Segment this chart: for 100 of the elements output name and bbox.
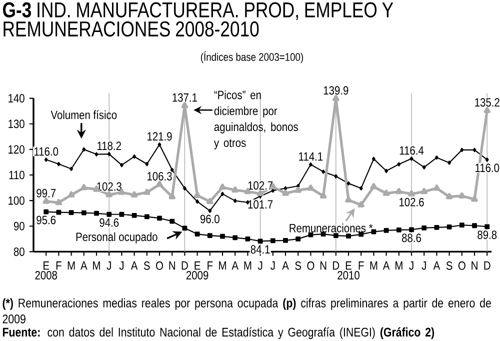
x-tick-label: E xyxy=(44,261,50,270)
data-label: 121.9 xyxy=(148,132,172,141)
x-tick-label: J xyxy=(119,261,124,270)
point xyxy=(196,199,200,204)
x-tick-label: M xyxy=(68,261,75,270)
x-tick-label: A xyxy=(232,261,238,270)
x-tick-label: N xyxy=(169,261,175,270)
point xyxy=(56,162,60,166)
point xyxy=(107,152,111,156)
point xyxy=(181,102,188,108)
point xyxy=(446,224,452,230)
point xyxy=(458,192,466,198)
point xyxy=(446,193,453,200)
x-tick-label: S xyxy=(144,261,150,270)
point xyxy=(245,236,250,242)
y-tick-label: 110 xyxy=(9,170,24,180)
point xyxy=(448,160,452,165)
x-tick-label: A xyxy=(382,261,390,270)
x-tick-label: M xyxy=(370,261,378,270)
point xyxy=(382,190,390,196)
x-tick-label: D xyxy=(182,261,188,270)
point xyxy=(106,190,112,198)
text: 2010 xyxy=(338,270,360,280)
text: Volumen físico xyxy=(50,110,117,120)
point xyxy=(220,234,225,239)
data-label: 96.0 xyxy=(200,214,220,224)
data-label: 102.3 xyxy=(97,182,122,191)
point xyxy=(145,162,149,166)
point xyxy=(322,170,326,174)
x-tick-label: J xyxy=(270,261,275,270)
point xyxy=(396,188,402,194)
y-tick-label: 100 xyxy=(8,196,24,205)
point xyxy=(94,152,98,156)
point xyxy=(194,192,201,198)
data-label: 116.0 xyxy=(475,164,500,172)
point xyxy=(359,186,363,190)
x-tick-label: S xyxy=(295,261,302,270)
point xyxy=(283,238,288,243)
point xyxy=(44,158,48,162)
point xyxy=(294,186,302,193)
x-tick-label: F xyxy=(358,261,364,270)
point xyxy=(434,224,440,230)
point xyxy=(409,227,414,232)
point xyxy=(320,192,327,198)
point xyxy=(372,156,376,162)
data-label: 102.7 xyxy=(248,181,273,190)
point xyxy=(345,196,352,203)
x-tick-label: M xyxy=(219,261,226,270)
point xyxy=(282,190,289,196)
point xyxy=(396,228,402,232)
point xyxy=(384,168,388,174)
x-tick-label: J xyxy=(258,261,262,270)
data-label: 114.1 xyxy=(299,152,323,161)
point xyxy=(296,236,301,242)
data-label: 137.1 xyxy=(172,93,197,102)
point xyxy=(422,225,427,230)
data-label: 94.6 xyxy=(100,218,119,227)
x-tick-label: A xyxy=(433,261,440,270)
text: 2009 xyxy=(186,270,208,280)
point xyxy=(157,216,162,221)
point xyxy=(70,166,74,172)
x-tick-label: N xyxy=(320,261,326,270)
text: Fuente: con datos del Instituto Nacional de Estadística y Geografía (INEGI) (Gráfico 2) xyxy=(2,327,434,340)
point xyxy=(308,232,314,238)
point xyxy=(358,201,364,208)
point xyxy=(55,198,62,206)
x-tick-label: M xyxy=(395,261,402,270)
chart-title: G-3 IND. MANUFACTURERA. PROD, EMPLEO Y REMUNERACIONES 2008-2010 xyxy=(2,2,394,37)
point xyxy=(220,192,224,196)
series-label: Personal ocupado xyxy=(76,232,158,244)
point xyxy=(144,188,150,195)
point xyxy=(80,184,88,190)
data-label: 89.8 xyxy=(478,230,497,240)
point xyxy=(397,162,401,166)
point xyxy=(233,198,237,203)
x-tick-label: A xyxy=(130,261,138,270)
point xyxy=(484,106,490,114)
point xyxy=(194,232,200,237)
data-label: 118.2 xyxy=(97,142,121,150)
point xyxy=(132,154,136,159)
x-tick-label: O xyxy=(307,261,314,270)
point xyxy=(106,212,112,217)
point xyxy=(472,223,477,228)
point xyxy=(170,218,175,224)
point xyxy=(68,210,74,216)
point xyxy=(42,198,50,204)
point xyxy=(332,94,340,102)
x-tick-label: F xyxy=(56,261,62,270)
x-tick-label: M xyxy=(244,261,252,270)
point xyxy=(207,233,212,238)
y-tick-label: 140 xyxy=(8,94,24,103)
point xyxy=(460,148,464,152)
point xyxy=(258,238,263,244)
data-label: 135.2 xyxy=(475,98,500,107)
x-tick-label: D xyxy=(333,261,340,270)
point xyxy=(346,181,350,186)
y-tick-label: 90 xyxy=(14,222,24,230)
data-label: 99.7 xyxy=(36,188,56,198)
x-tick-label: M xyxy=(93,261,100,270)
point xyxy=(158,142,162,147)
